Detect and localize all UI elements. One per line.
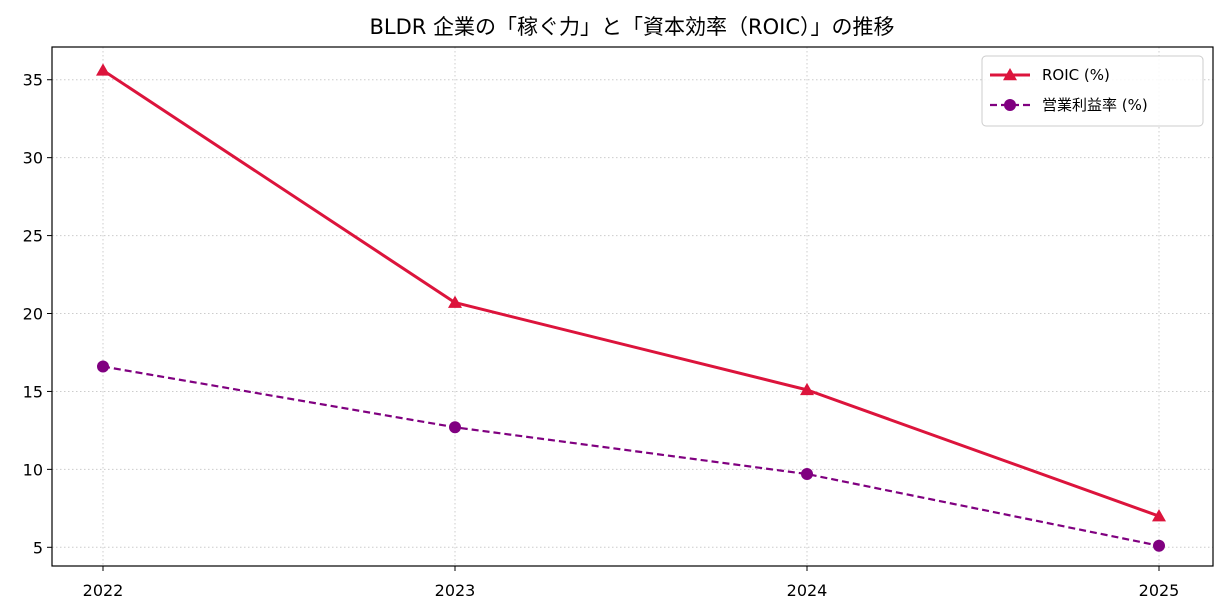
- legend-label: ROIC (%): [1042, 66, 1110, 84]
- series-line: [102, 365, 1160, 547]
- data-point: [448, 295, 462, 308]
- y-tick-label: 35: [23, 71, 43, 90]
- grid-lines: [52, 47, 1213, 566]
- y-tick-label: 30: [23, 149, 43, 168]
- data-point: [449, 421, 461, 434]
- x-tick-label: 2022: [83, 581, 124, 600]
- series-line: [102, 69, 1160, 518]
- plot-frame: [51, 46, 1214, 567]
- y-tick-label: 5: [33, 538, 43, 557]
- data-point: [1152, 509, 1166, 522]
- legend-label: 営業利益率 (%): [1042, 96, 1148, 114]
- x-tick-label: 2024: [787, 581, 828, 600]
- y-tick-label: 10: [23, 460, 43, 479]
- y-tick-label: 20: [23, 305, 43, 324]
- data-point: [1153, 539, 1165, 552]
- legend-marker: [1003, 68, 1017, 81]
- x-tick-label: 2025: [1139, 581, 1180, 600]
- series-layer: [96, 63, 1166, 552]
- series-0: [96, 63, 1166, 522]
- legend: ROIC (%) 営業利益率 (%): [981, 55, 1204, 127]
- data-point: [97, 360, 109, 373]
- x-tick-label: 2023: [435, 581, 476, 600]
- legend-box: [981, 55, 1204, 127]
- data-point: [96, 63, 110, 76]
- data-point: [801, 468, 813, 481]
- series-1: [97, 360, 1165, 552]
- data-point: [800, 382, 814, 396]
- legend-marker: [1004, 99, 1016, 111]
- y-tick-label: 15: [23, 382, 43, 401]
- y-tick-label: 25: [23, 227, 43, 246]
- chart-title: BLDR 企業の「稼ぐ力」と「資本効率（ROIC）」の推移: [369, 15, 894, 39]
